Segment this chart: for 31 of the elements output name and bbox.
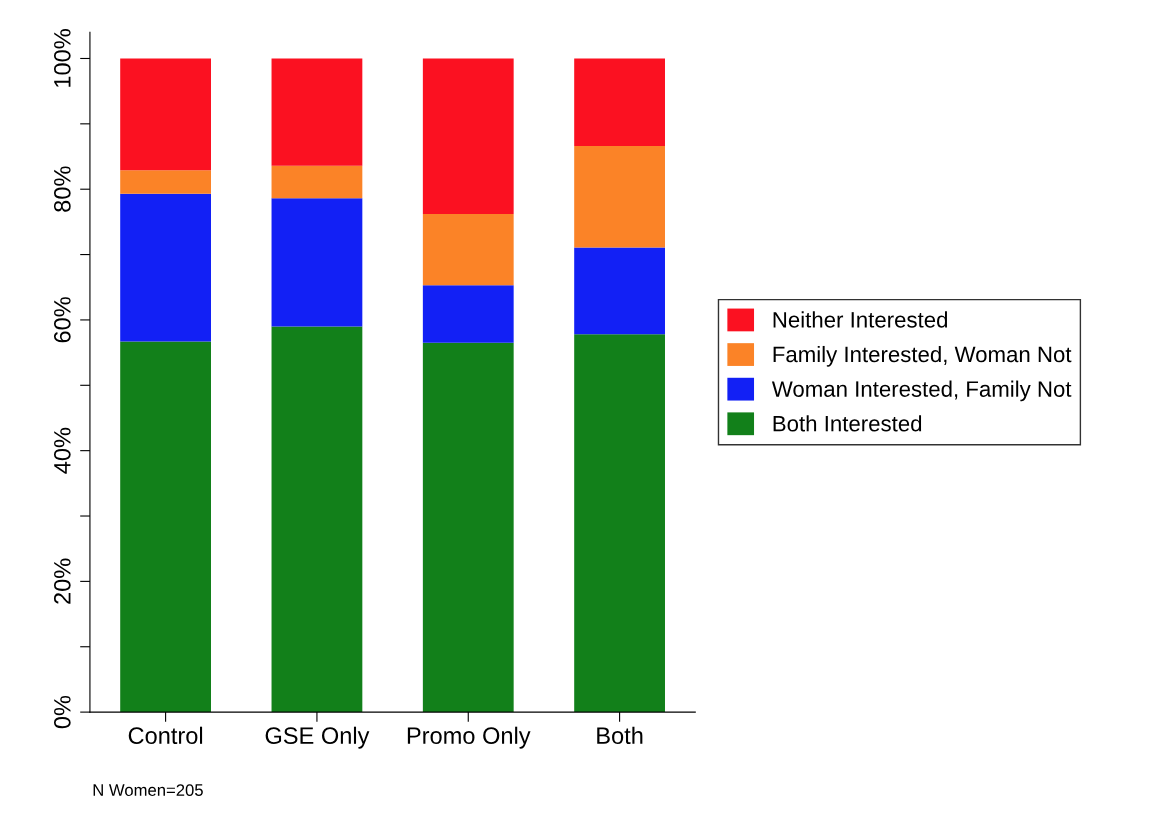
bar [120, 193, 211, 342]
bar [422, 285, 514, 343]
bar [271, 58, 363, 166]
bar [120, 341, 211, 713]
bar [574, 146, 665, 248]
text: N Women=205 [93, 784, 203, 796]
bar [271, 326, 363, 713]
bar [120, 170, 211, 194]
x-tick-label: Promo Only [407, 726, 531, 749]
x-tick-label: Both [597, 726, 643, 745]
y-tick-label: 60% [53, 297, 71, 343]
bar [271, 165, 363, 199]
y-tick-label: 40% [53, 427, 71, 474]
x-tick-label: GSE Only [265, 726, 370, 749]
bar [574, 247, 665, 335]
bar [574, 334, 665, 713]
bar [422, 342, 514, 713]
y-tick-label: 20% [53, 558, 71, 604]
x-tick-label: Control [128, 726, 203, 745]
bar [271, 198, 363, 327]
bar [422, 58, 514, 215]
bar [422, 214, 514, 286]
legend-label: Family Interested, Woman Not [773, 345, 1072, 367]
legend-label: Neither Interested [773, 311, 948, 328]
bar [574, 58, 665, 147]
y-tick-label: 80% [53, 166, 71, 212]
legend-label: Both Interested [773, 415, 922, 432]
y-tick-label: 0% [53, 695, 71, 729]
legend-label: Woman Interested, Family Not [771, 380, 1072, 402]
y-tick-label: 100% [53, 29, 71, 87]
bar [120, 58, 211, 171]
